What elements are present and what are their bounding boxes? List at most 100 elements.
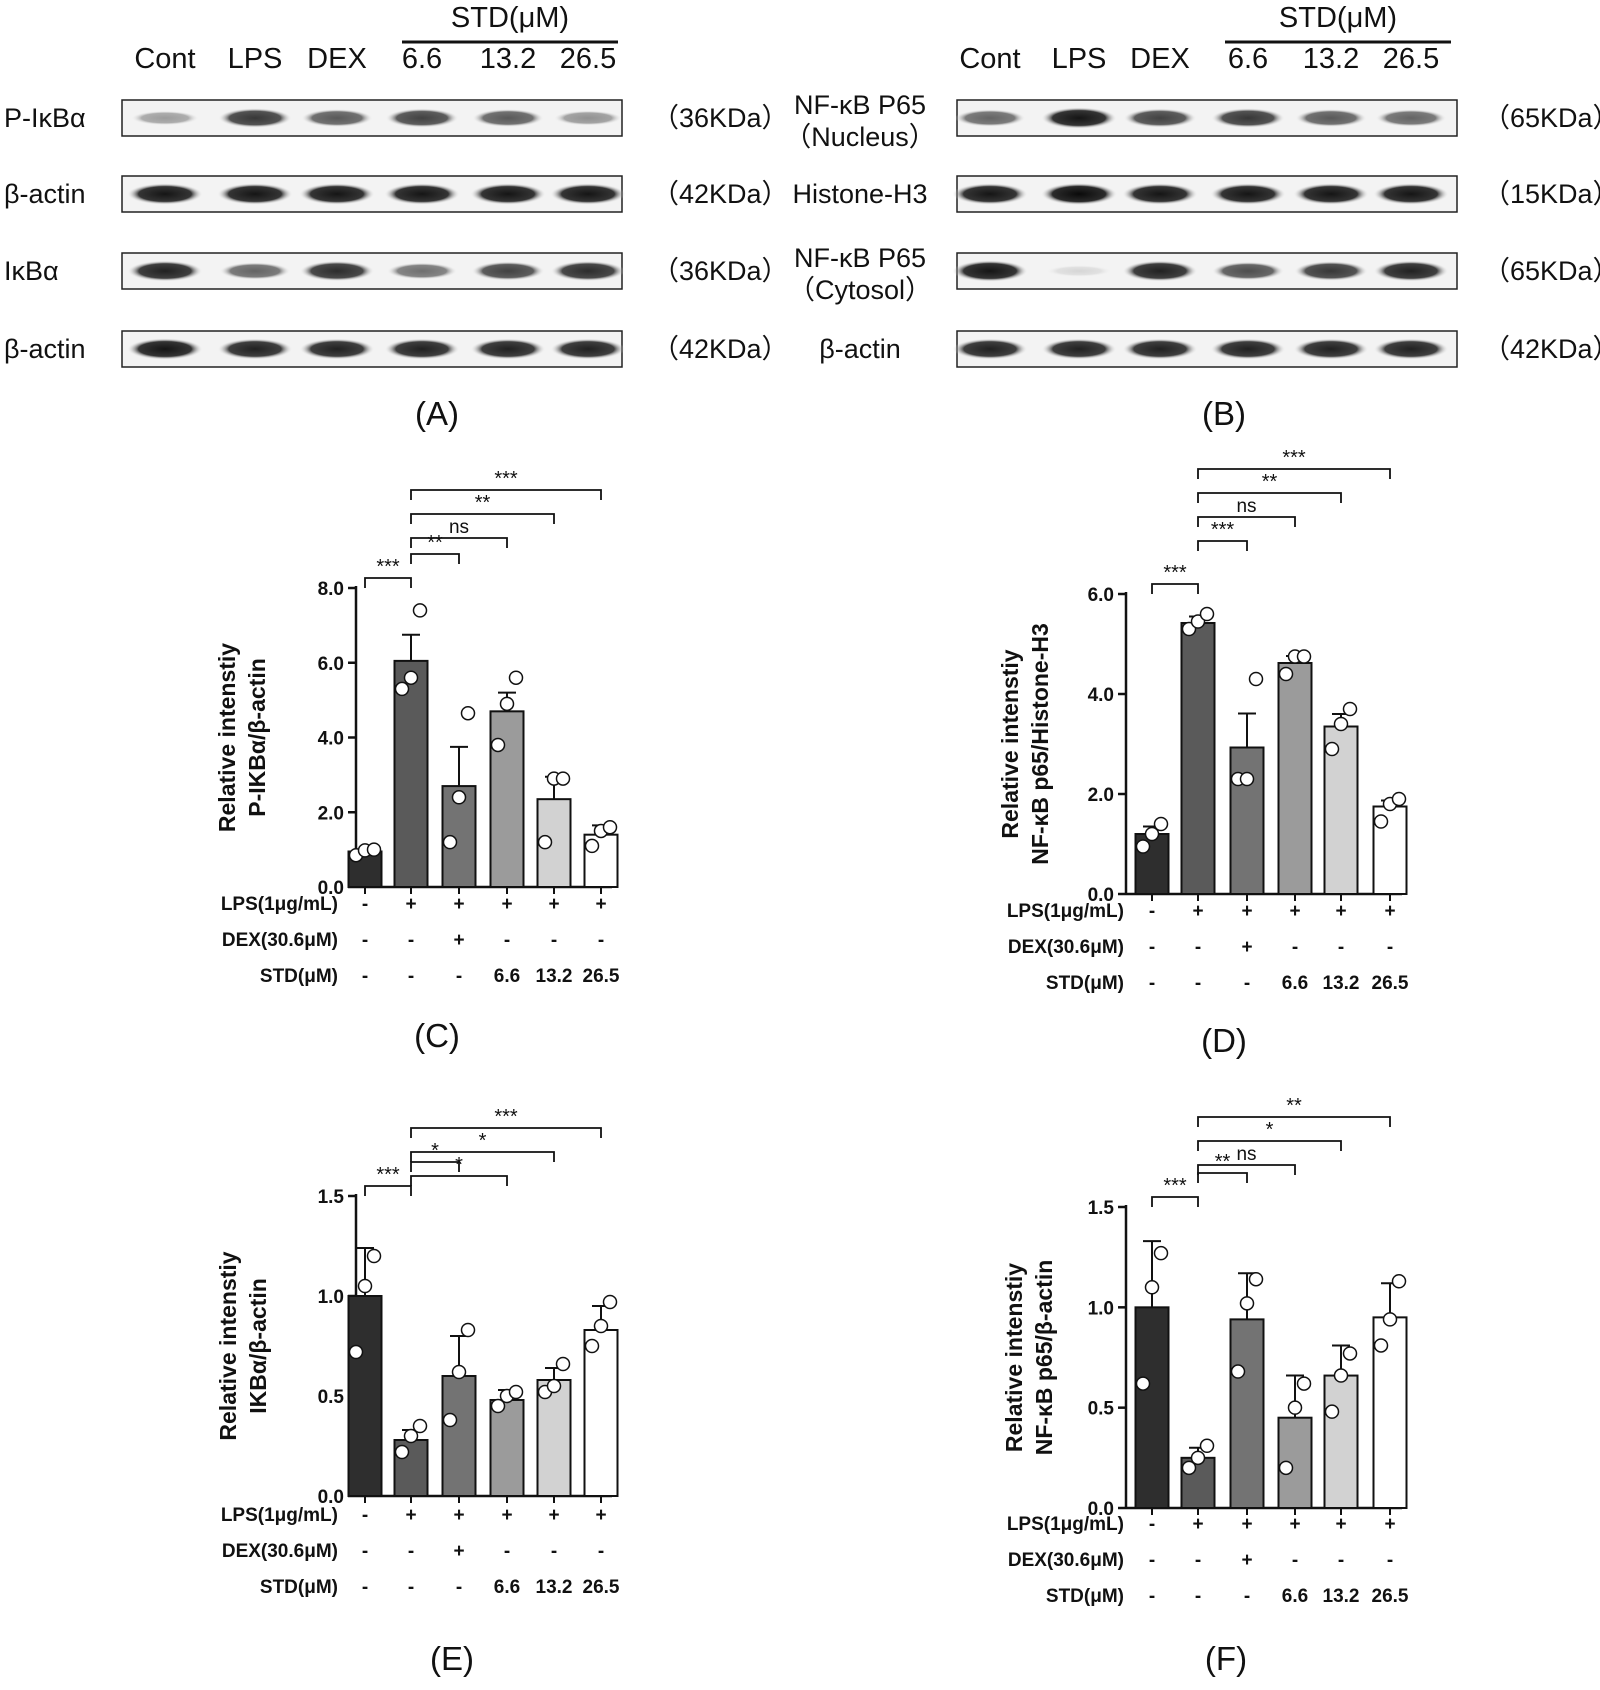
protein-band xyxy=(127,338,203,360)
bar xyxy=(1323,1374,1359,1510)
protein-band xyxy=(554,110,622,126)
bar xyxy=(1134,1306,1170,1510)
data-point xyxy=(537,834,553,850)
blot-strip xyxy=(956,252,1458,290)
lane-label: 13.2 xyxy=(480,43,536,75)
protein-band xyxy=(551,260,625,282)
bar xyxy=(1229,746,1265,895)
treatment-value: 13.2 xyxy=(1323,973,1360,994)
blot-strip xyxy=(956,99,1458,137)
chart-panel-f: 0.0 0.5 1.0 1.5 Relative intenstiy NF-κB p65/… xyxy=(1001,1095,1409,1677)
protein-band xyxy=(1294,261,1368,281)
treatment-value: - xyxy=(1149,973,1155,994)
significance-label: *** xyxy=(1163,562,1187,584)
data-point xyxy=(555,771,571,786)
treatment-value: - xyxy=(408,1577,414,1598)
significance-bracket xyxy=(1197,540,1248,551)
treatment-value: + xyxy=(1241,1550,1252,1571)
treatment-label: STD(μM) xyxy=(260,966,338,987)
data-point xyxy=(451,790,467,805)
panel-label: (C) xyxy=(414,1017,460,1054)
treatment-value: 6.6 xyxy=(494,966,520,987)
treatment-label: LPS(1μg/mL) xyxy=(1007,901,1124,922)
protein-band xyxy=(127,260,203,282)
y-tick-label: 0.5 xyxy=(1088,1399,1115,1420)
significance-label: ns xyxy=(449,517,469,538)
data-point xyxy=(1199,1438,1215,1454)
bar xyxy=(1180,622,1216,895)
significance-label: * xyxy=(431,1140,439,1162)
data-point xyxy=(366,842,382,857)
treatment-value: - xyxy=(1387,937,1393,958)
lane-label: DEX xyxy=(1130,43,1190,75)
panel-label: (F) xyxy=(1205,1640,1247,1677)
significance-bracket xyxy=(1197,468,1391,479)
protein-band xyxy=(300,260,374,282)
treatment-value: - xyxy=(362,1505,368,1526)
treatment-value: - xyxy=(408,1541,414,1562)
protein-band xyxy=(1212,261,1284,281)
molecular-weight-label: （42KDa） xyxy=(1483,334,1600,364)
data-point xyxy=(1181,1460,1197,1476)
protein-label: Histone-H3 xyxy=(792,179,927,209)
treatment-value: + xyxy=(501,894,512,915)
bar xyxy=(1229,1318,1265,1509)
significance-label: * xyxy=(1266,1119,1274,1141)
lane-label: 26.5 xyxy=(1383,43,1439,75)
protein-band xyxy=(384,183,460,205)
significance-label: ** xyxy=(1286,1095,1302,1117)
y-tick-label: 0.5 xyxy=(318,1387,345,1408)
std-header: STD(μM) xyxy=(1279,2,1397,34)
fraction-label: （Cytosol） xyxy=(788,275,932,305)
treatment-value: + xyxy=(1241,1514,1252,1535)
fraction-label: （Nucleus） xyxy=(784,122,936,152)
significance-label: * xyxy=(479,1130,487,1152)
treatment-value: - xyxy=(1244,1586,1250,1607)
data-point xyxy=(394,1444,410,1460)
protein-label: NF-κB P65 xyxy=(794,243,926,273)
significance-bracket xyxy=(410,489,602,500)
bar xyxy=(393,659,429,888)
chart-panel-c: 0.0 2.0 4.0 6.0 8.0 Relative intenstiy P-IKBα/… xyxy=(214,468,620,1054)
significance-bracket xyxy=(1197,492,1342,503)
treatment-label: LPS(1μg/mL) xyxy=(221,1505,338,1526)
protein-band xyxy=(954,109,1026,127)
data-point xyxy=(1373,814,1389,829)
protein-band xyxy=(384,338,460,360)
blot-panel-a: Cont LPS DEX 6.6 13.2 26.5 STD(μM) P-IκBα （36KDa… xyxy=(4,2,789,432)
data-point xyxy=(403,1428,419,1444)
y-tick-label: 2.0 xyxy=(318,803,344,824)
significance-bracket xyxy=(410,513,555,524)
y-axis-title: Relative intenstiy xyxy=(997,649,1023,838)
data-point xyxy=(1144,826,1160,842)
treatment-value: 26.5 xyxy=(1372,1586,1409,1607)
bar xyxy=(1277,662,1313,895)
treatment-value: + xyxy=(548,894,559,915)
panel-label: (E) xyxy=(430,1640,474,1677)
treatment-value: - xyxy=(1149,937,1155,958)
treatment-label: STD(μM) xyxy=(260,1577,338,1598)
lane-label: LPS xyxy=(1052,43,1107,75)
treatment-value: + xyxy=(1241,937,1252,958)
data-point xyxy=(602,1294,618,1310)
treatment-value: 13.2 xyxy=(536,966,573,987)
data-point xyxy=(460,1322,476,1338)
protein-band xyxy=(1122,183,1198,205)
bar xyxy=(441,1375,477,1497)
significance-bracket xyxy=(1151,1196,1199,1207)
significance-label: *** xyxy=(1211,519,1235,541)
y-axis-title: Relative intenstiy xyxy=(215,1251,241,1440)
y-tick-label: 0.0 xyxy=(1088,1499,1114,1520)
treatment-value: - xyxy=(1338,1550,1344,1571)
y-axis-title: NF-κB p65/Histone-H3 xyxy=(1027,623,1053,865)
treatment-value: 6.6 xyxy=(1282,1586,1308,1607)
significance-bracket xyxy=(410,553,460,564)
y-axis-title: IKBα/β-actin xyxy=(245,1278,271,1414)
treatment-value: - xyxy=(1149,1550,1155,1571)
protein-band xyxy=(1041,338,1117,360)
data-point xyxy=(1391,1273,1407,1289)
treatment-label: DEX(30.6μM) xyxy=(222,930,338,951)
protein-band xyxy=(1295,109,1367,127)
data-point xyxy=(1324,1404,1340,1419)
